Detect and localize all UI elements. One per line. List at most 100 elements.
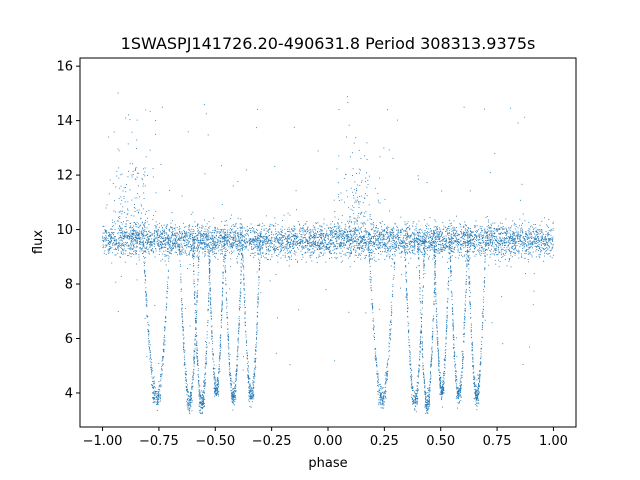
data-point bbox=[476, 237, 477, 239]
data-point bbox=[432, 229, 434, 231]
data-point bbox=[368, 234, 370, 236]
data-point bbox=[406, 238, 408, 240]
data-point bbox=[314, 242, 316, 244]
data-point bbox=[133, 233, 135, 235]
data-point bbox=[113, 236, 115, 237]
data-point bbox=[173, 243, 175, 245]
data-point bbox=[170, 226, 172, 228]
data-point bbox=[165, 243, 166, 245]
data-point bbox=[345, 229, 347, 231]
data-point bbox=[282, 246, 284, 248]
data-point bbox=[315, 246, 317, 248]
data-point bbox=[407, 234, 408, 236]
data-point bbox=[230, 243, 231, 245]
data-point bbox=[513, 224, 515, 226]
data-point bbox=[129, 245, 131, 247]
data-point bbox=[514, 237, 516, 239]
data-point bbox=[291, 229, 293, 231]
data-point bbox=[414, 243, 416, 245]
data-point bbox=[480, 242, 482, 244]
data-point bbox=[528, 247, 530, 249]
data-point bbox=[110, 237, 111, 239]
data-point bbox=[329, 240, 331, 242]
data-point bbox=[314, 228, 316, 230]
data-point bbox=[227, 231, 229, 233]
data-point bbox=[196, 235, 198, 237]
data-point bbox=[481, 250, 483, 252]
data-point bbox=[302, 227, 304, 229]
data-point bbox=[233, 236, 235, 238]
data-point bbox=[451, 240, 453, 242]
data-point bbox=[474, 234, 476, 236]
data-point bbox=[138, 234, 140, 236]
data-point bbox=[369, 239, 371, 241]
data-point bbox=[472, 239, 474, 241]
data-point bbox=[428, 238, 429, 239]
data-point bbox=[524, 243, 526, 244]
data-point bbox=[461, 233, 463, 235]
data-point bbox=[409, 237, 411, 239]
data-point bbox=[294, 234, 296, 236]
data-point bbox=[107, 243, 109, 245]
data-point bbox=[348, 239, 350, 241]
data-point bbox=[483, 253, 485, 255]
data-point bbox=[225, 240, 227, 242]
data-point bbox=[550, 229, 552, 231]
data-point bbox=[436, 242, 438, 244]
data-point bbox=[420, 239, 422, 241]
data-point bbox=[412, 225, 414, 227]
data-point bbox=[531, 244, 533, 246]
data-point bbox=[260, 240, 262, 242]
data-point bbox=[131, 230, 133, 232]
data-point bbox=[202, 240, 203, 241]
data-point bbox=[334, 235, 336, 237]
data-point bbox=[406, 233, 408, 235]
data-point bbox=[106, 231, 108, 233]
data-point bbox=[167, 242, 169, 244]
data-point bbox=[263, 236, 265, 238]
data-point bbox=[166, 241, 168, 243]
data-point bbox=[476, 230, 478, 231]
data-point bbox=[128, 232, 130, 234]
data-point bbox=[532, 243, 534, 245]
data-point bbox=[151, 238, 153, 240]
data-point bbox=[473, 238, 475, 240]
data-point bbox=[240, 244, 242, 246]
data-point bbox=[416, 237, 418, 239]
data-point bbox=[512, 249, 514, 251]
data-point bbox=[240, 233, 242, 235]
data-point bbox=[330, 239, 332, 241]
data-point bbox=[335, 241, 337, 243]
data-point bbox=[375, 227, 376, 229]
data-point bbox=[388, 235, 390, 237]
data-point bbox=[173, 243, 174, 245]
data-point bbox=[434, 237, 436, 239]
data-point bbox=[195, 238, 197, 240]
data-point bbox=[509, 249, 510, 251]
data-point bbox=[515, 238, 517, 240]
data-point bbox=[192, 253, 194, 255]
data-point bbox=[405, 242, 406, 244]
data-point bbox=[240, 228, 242, 230]
data-point bbox=[313, 237, 315, 239]
data-point bbox=[389, 232, 391, 234]
data-point bbox=[240, 240, 242, 242]
data-point bbox=[220, 241, 222, 243]
data-point bbox=[432, 249, 434, 251]
data-point bbox=[285, 233, 287, 235]
data-point bbox=[151, 249, 153, 251]
data-point bbox=[498, 252, 500, 254]
data-point bbox=[409, 243, 411, 245]
data-point bbox=[129, 237, 131, 239]
data-point bbox=[163, 241, 165, 243]
data-point bbox=[480, 255, 482, 257]
data-point bbox=[510, 254, 512, 256]
data-point bbox=[343, 239, 344, 241]
data-point bbox=[150, 243, 152, 245]
data-point bbox=[305, 240, 307, 242]
data-point bbox=[138, 254, 140, 256]
data-point bbox=[517, 240, 519, 242]
data-point bbox=[527, 253, 529, 255]
data-point bbox=[156, 236, 158, 238]
data-point bbox=[536, 230, 538, 232]
